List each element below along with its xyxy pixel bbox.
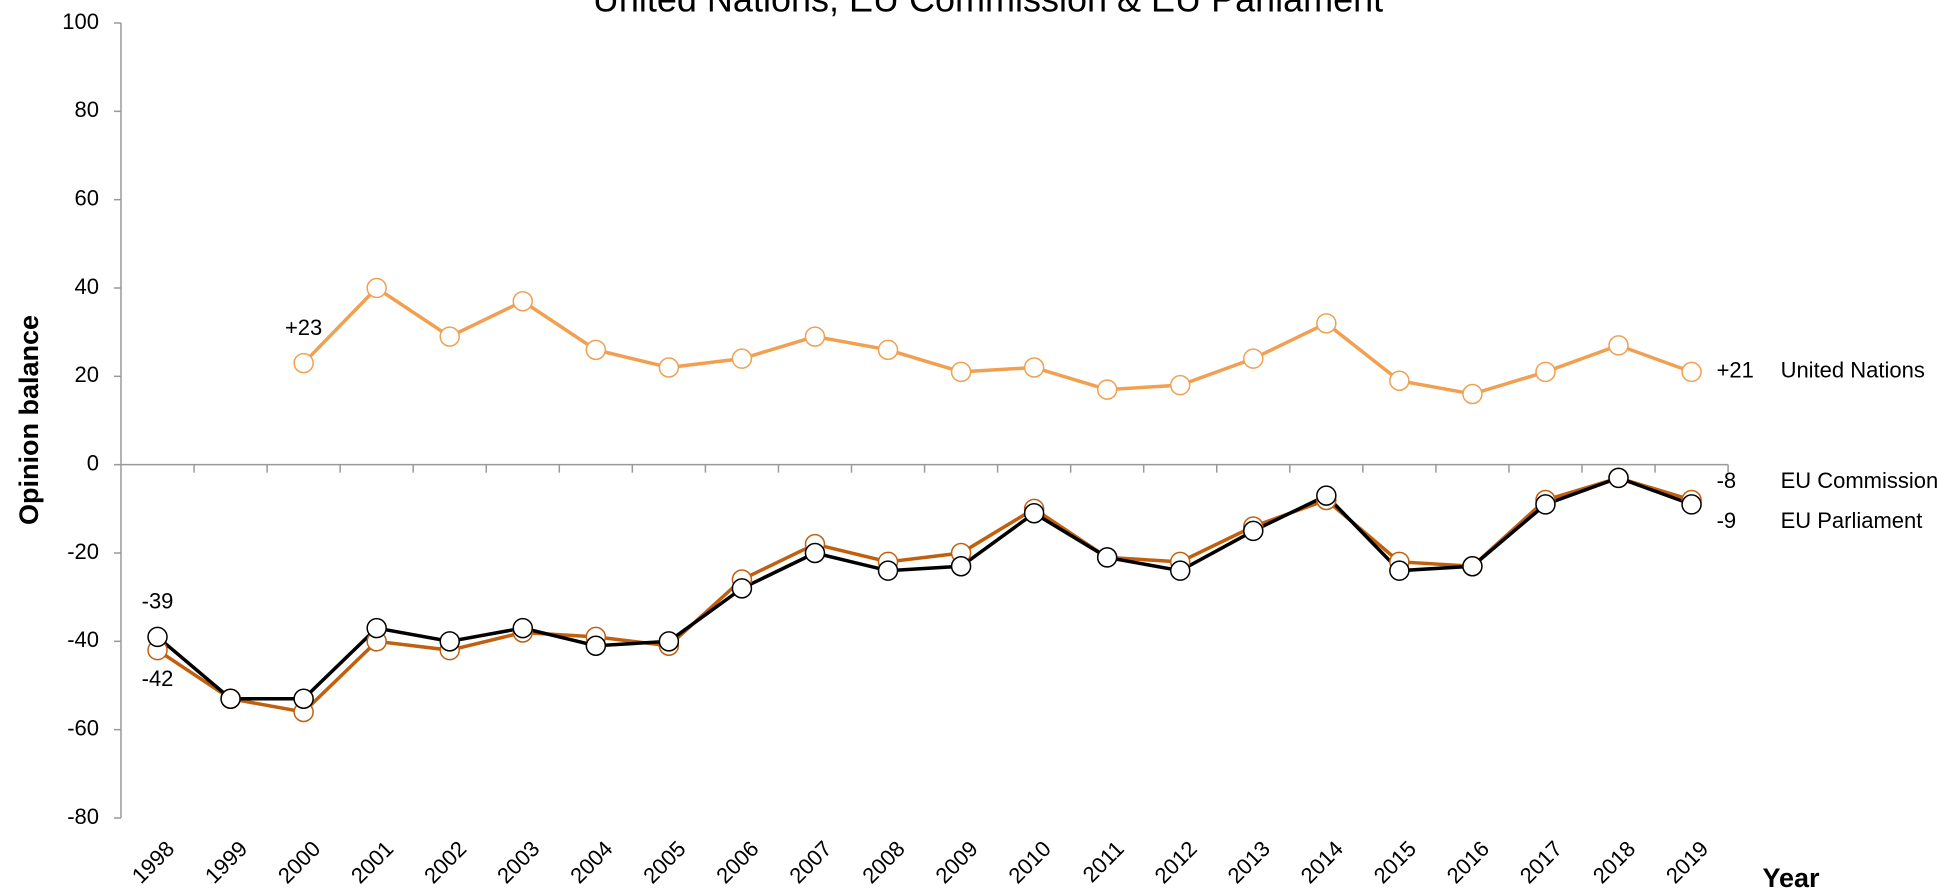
point (293, 352, 314, 374)
value-label: -9 (1717, 508, 1737, 533)
x-tick-label: 2003 (492, 836, 544, 888)
point (1243, 520, 1264, 542)
point (1462, 383, 1483, 405)
point (1316, 313, 1337, 334)
point (1681, 361, 1702, 383)
x-tick-label: 2009 (930, 836, 982, 888)
y-tick-label: -80 (67, 804, 99, 829)
y-tick-label: 60 (75, 185, 99, 210)
x-tick-label: 2016 (1442, 836, 1494, 888)
point (220, 688, 241, 709)
y-tick-label: -20 (67, 539, 99, 564)
x-tick-label: 2000 (273, 836, 325, 888)
x-tick-label: 2008 (857, 836, 909, 888)
point (366, 617, 387, 639)
point (1023, 357, 1045, 378)
chart-title: United Nations, EU Commission & EU Parli… (593, 0, 1383, 20)
x-tick-label: 2010 (1003, 836, 1055, 888)
point (1023, 503, 1045, 524)
point (1096, 547, 1118, 568)
y-tick-label: -60 (67, 715, 99, 740)
point (1535, 494, 1556, 515)
y-tick-label: 80 (75, 97, 99, 122)
point (1681, 494, 1702, 515)
x-tick-label: 2017 (1515, 836, 1567, 888)
value-label: -42 (142, 666, 174, 691)
point (293, 688, 314, 709)
point (877, 339, 899, 361)
x-tick-label: 2014 (1296, 836, 1348, 888)
point (804, 542, 826, 564)
point (366, 277, 387, 299)
x-tick-label: 2012 (1150, 836, 1202, 888)
x-tick-label: 1998 (127, 836, 179, 888)
point (585, 339, 607, 361)
point (147, 626, 168, 648)
y-tick-label: 40 (75, 274, 99, 299)
x-tick-label: 2001 (346, 836, 398, 888)
point (1462, 556, 1483, 577)
x-tick-label: 2015 (1369, 836, 1421, 888)
point (585, 635, 607, 656)
y-tick-label: 0 (87, 450, 99, 475)
y-tick-label: 20 (75, 362, 99, 387)
x-tick-label: 2018 (1588, 836, 1640, 888)
series-name: United Nations (1781, 358, 1925, 383)
point (512, 291, 534, 312)
point (439, 631, 460, 652)
point (1535, 361, 1556, 383)
x-tick-label: 2007 (784, 836, 836, 888)
point (950, 556, 972, 577)
x-tick-label: 2013 (1223, 836, 1275, 888)
y-axis-label: Opinion balance (14, 315, 44, 525)
point (877, 560, 899, 581)
series-name: EU Parliament (1781, 508, 1923, 533)
point (731, 348, 753, 369)
point (512, 617, 534, 639)
point (1243, 348, 1264, 369)
x-tick-label: 2005 (638, 836, 690, 888)
x-tick-label: 2004 (565, 836, 617, 888)
point (731, 578, 753, 599)
x-tick-label: 2011 (1078, 836, 1129, 887)
point (804, 326, 826, 347)
value-label: -8 (1717, 468, 1737, 493)
x-tick-label: 2019 (1661, 836, 1713, 888)
series-line (156, 476, 1693, 701)
point (1608, 335, 1629, 356)
series-line (156, 476, 1693, 714)
point (658, 631, 680, 652)
point (1316, 485, 1337, 506)
point (950, 361, 972, 383)
y-tick-label: -40 (67, 627, 99, 652)
x-tick-label: 2002 (419, 836, 471, 888)
point (658, 357, 680, 378)
y-tick-label: 100 (62, 9, 99, 34)
point (1169, 560, 1191, 581)
point (439, 326, 460, 347)
series-line (302, 285, 1693, 396)
x-tick-label: 2006 (711, 836, 763, 888)
value-label: +23 (285, 315, 322, 340)
point (1389, 370, 1410, 391)
x-tick-label: 1999 (200, 836, 252, 888)
value-label: +21 (1717, 358, 1754, 383)
value-label: -39 (142, 589, 174, 614)
point (1096, 379, 1118, 400)
point (1169, 374, 1191, 396)
point (1608, 467, 1629, 489)
x-axis-label: Year (1762, 863, 1820, 893)
series-name: EU Commission (1781, 468, 1937, 493)
point (1389, 560, 1410, 581)
